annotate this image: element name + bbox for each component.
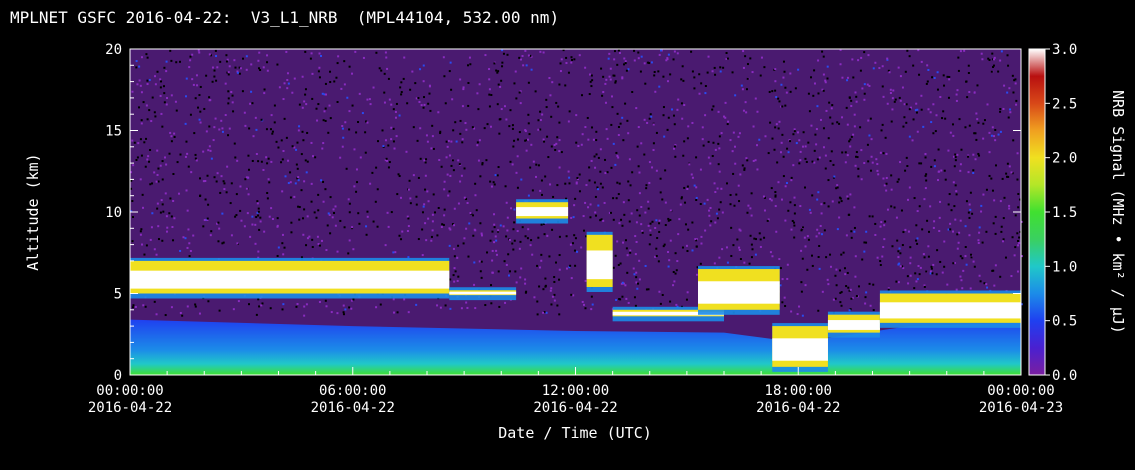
cloud-layer — [772, 323, 828, 372]
colorbar-tick-label: 2.0 — [1052, 151, 1077, 167]
x-tick-time-label: 00:00:00 — [96, 383, 163, 399]
colorbar-tick-label: 2.5 — [1052, 96, 1077, 112]
x-tick-time-label: 12:00:00 — [542, 383, 609, 399]
cloud-layer — [449, 287, 517, 301]
cloud-layer — [516, 199, 569, 224]
chart-title: MPLNET GSFC 2016-04-22: V3_L1_NRB (MPL44… — [10, 8, 560, 27]
colorbar-tick-label: 1.0 — [1052, 259, 1077, 275]
y-tick-label: 20 — [105, 42, 122, 58]
y-tick-label: 5 — [114, 287, 122, 303]
y-tick-label: 15 — [105, 124, 122, 140]
colorbar-tick-label: 0.0 — [1052, 368, 1077, 384]
colorbar-scale — [1028, 48, 1046, 376]
y-tick-label: 0 — [114, 368, 122, 384]
colorbar: 0.0 0.5 1.0 1.5 2.0 2.5 3.0 — [1028, 42, 1077, 384]
x-axis-title: Date / Time (UTC) — [498, 424, 652, 442]
colorbar-tick-label: 3.0 — [1052, 42, 1077, 58]
x-tick-time-label: 06:00:00 — [319, 383, 386, 399]
plot-area — [130, 49, 1023, 375]
cloud-layer — [698, 266, 780, 315]
colorbar-tick-label: 1.5 — [1052, 205, 1077, 221]
x-tick-date-label: 2016-04-22 — [756, 400, 840, 416]
cloud-layer — [827, 311, 880, 338]
noise-speckles — [130, 49, 1023, 317]
x-tick-time-label: 18:00:00 — [765, 383, 832, 399]
colorbar-title: NRB Signal (MHz • km² / µJ) — [1109, 90, 1127, 334]
x-tick-date-label: 2016-04-23 — [979, 400, 1063, 416]
axes: 0510152000:00:002016-04-2206:00:002016-0… — [88, 42, 1063, 416]
colorbar-tick-label: 0.5 — [1052, 314, 1077, 330]
cloud-layer — [612, 306, 724, 322]
cloud-layer — [586, 231, 613, 292]
cloud-layer — [130, 257, 450, 299]
y-tick-label: 10 — [105, 205, 122, 221]
y-axis-title: Altitude (km) — [24, 153, 42, 270]
x-tick-date-label: 2016-04-22 — [533, 400, 617, 416]
x-tick-time-label: 00:00:00 — [987, 383, 1054, 399]
x-tick-date-label: 2016-04-22 — [311, 400, 395, 416]
x-tick-date-label: 2016-04-22 — [88, 400, 172, 416]
cloud-layer — [879, 290, 1021, 328]
